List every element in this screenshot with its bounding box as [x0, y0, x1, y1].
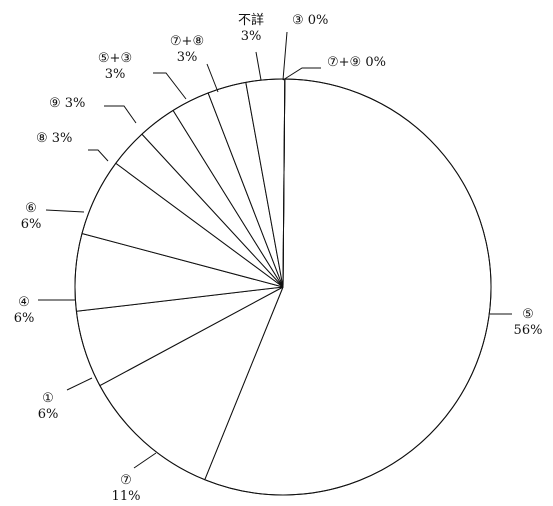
leader-line-6 [88, 149, 109, 162]
leader-line-5 [45, 209, 85, 213]
leader-line-7 [104, 105, 137, 124]
slice-label-7: ⑨ 3% [49, 96, 85, 111]
leader-lines [38, 31, 512, 469]
slice-label-11: ③ 0% [292, 13, 328, 28]
slice-label-5: ⑥ 6% [21, 201, 42, 232]
slice-label-10: 不詳 3% [238, 12, 264, 44]
slice-labels: ⑤ 56% ⑦ 11% ① 6% ④ 6% ⑥ 6% ⑧ 3% ⑨ 3% ⑤+③ 3% ⑦+⑧ 3% 不詳 3% ③… [14, 12, 543, 504]
slice-label-12: ⑦+⑨ 0% [327, 55, 386, 70]
leader-line-11 [282, 31, 288, 81]
leader-line-8 [153, 72, 187, 100]
slice-label-3: ① 6% [38, 391, 59, 422]
slice-label-2: ⑦ 11% [112, 473, 141, 504]
slice-label-1: ⑤ 56% [514, 307, 543, 338]
leader-line-12 [282, 67, 321, 81]
leader-line-2 [133, 452, 157, 469]
slice-label-6: ⑧ 3% [36, 131, 72, 146]
pie-slice-12 [282, 79, 286, 288]
slice-label-9: ⑦+⑧ 3% [170, 34, 204, 65]
leader-line-10 [255, 51, 262, 81]
leader-line-9 [206, 63, 219, 93]
slice-label-8: ⑤+③ 3% [98, 51, 132, 82]
leader-line-3 [66, 377, 93, 391]
pie-slices [74, 78, 492, 496]
slice-label-4: ④ 6% [14, 295, 35, 326]
